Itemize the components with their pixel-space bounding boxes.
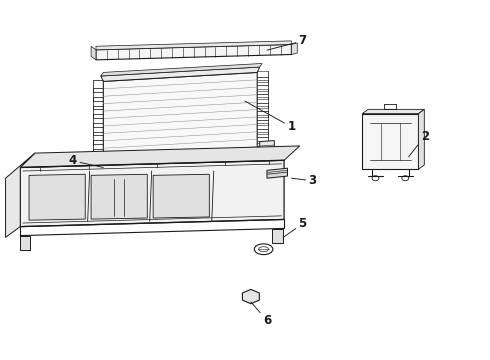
Circle shape (36, 169, 44, 175)
Polygon shape (153, 174, 209, 218)
Text: 7: 7 (267, 34, 307, 50)
Circle shape (85, 168, 93, 174)
Polygon shape (243, 289, 259, 304)
Polygon shape (20, 235, 30, 250)
Polygon shape (96, 44, 292, 60)
Polygon shape (272, 229, 283, 243)
Polygon shape (96, 41, 292, 50)
Text: 4: 4 (69, 154, 103, 167)
Polygon shape (260, 140, 274, 159)
Polygon shape (267, 168, 288, 178)
Polygon shape (91, 46, 96, 60)
Polygon shape (101, 67, 260, 81)
Polygon shape (362, 114, 418, 169)
Polygon shape (91, 174, 147, 219)
Polygon shape (29, 174, 85, 220)
Text: 5: 5 (283, 217, 307, 237)
Polygon shape (418, 109, 424, 169)
Polygon shape (5, 153, 35, 237)
Polygon shape (103, 176, 257, 193)
Polygon shape (20, 160, 284, 226)
Polygon shape (101, 63, 262, 76)
Circle shape (266, 163, 273, 168)
Circle shape (221, 164, 229, 170)
Polygon shape (362, 109, 424, 114)
Polygon shape (20, 146, 300, 167)
Circle shape (153, 166, 161, 172)
Polygon shape (292, 43, 297, 54)
Text: 1: 1 (245, 101, 295, 134)
Text: 3: 3 (292, 174, 317, 187)
Text: 2: 2 (409, 130, 429, 157)
Text: 6: 6 (251, 302, 271, 327)
Polygon shape (103, 72, 257, 185)
